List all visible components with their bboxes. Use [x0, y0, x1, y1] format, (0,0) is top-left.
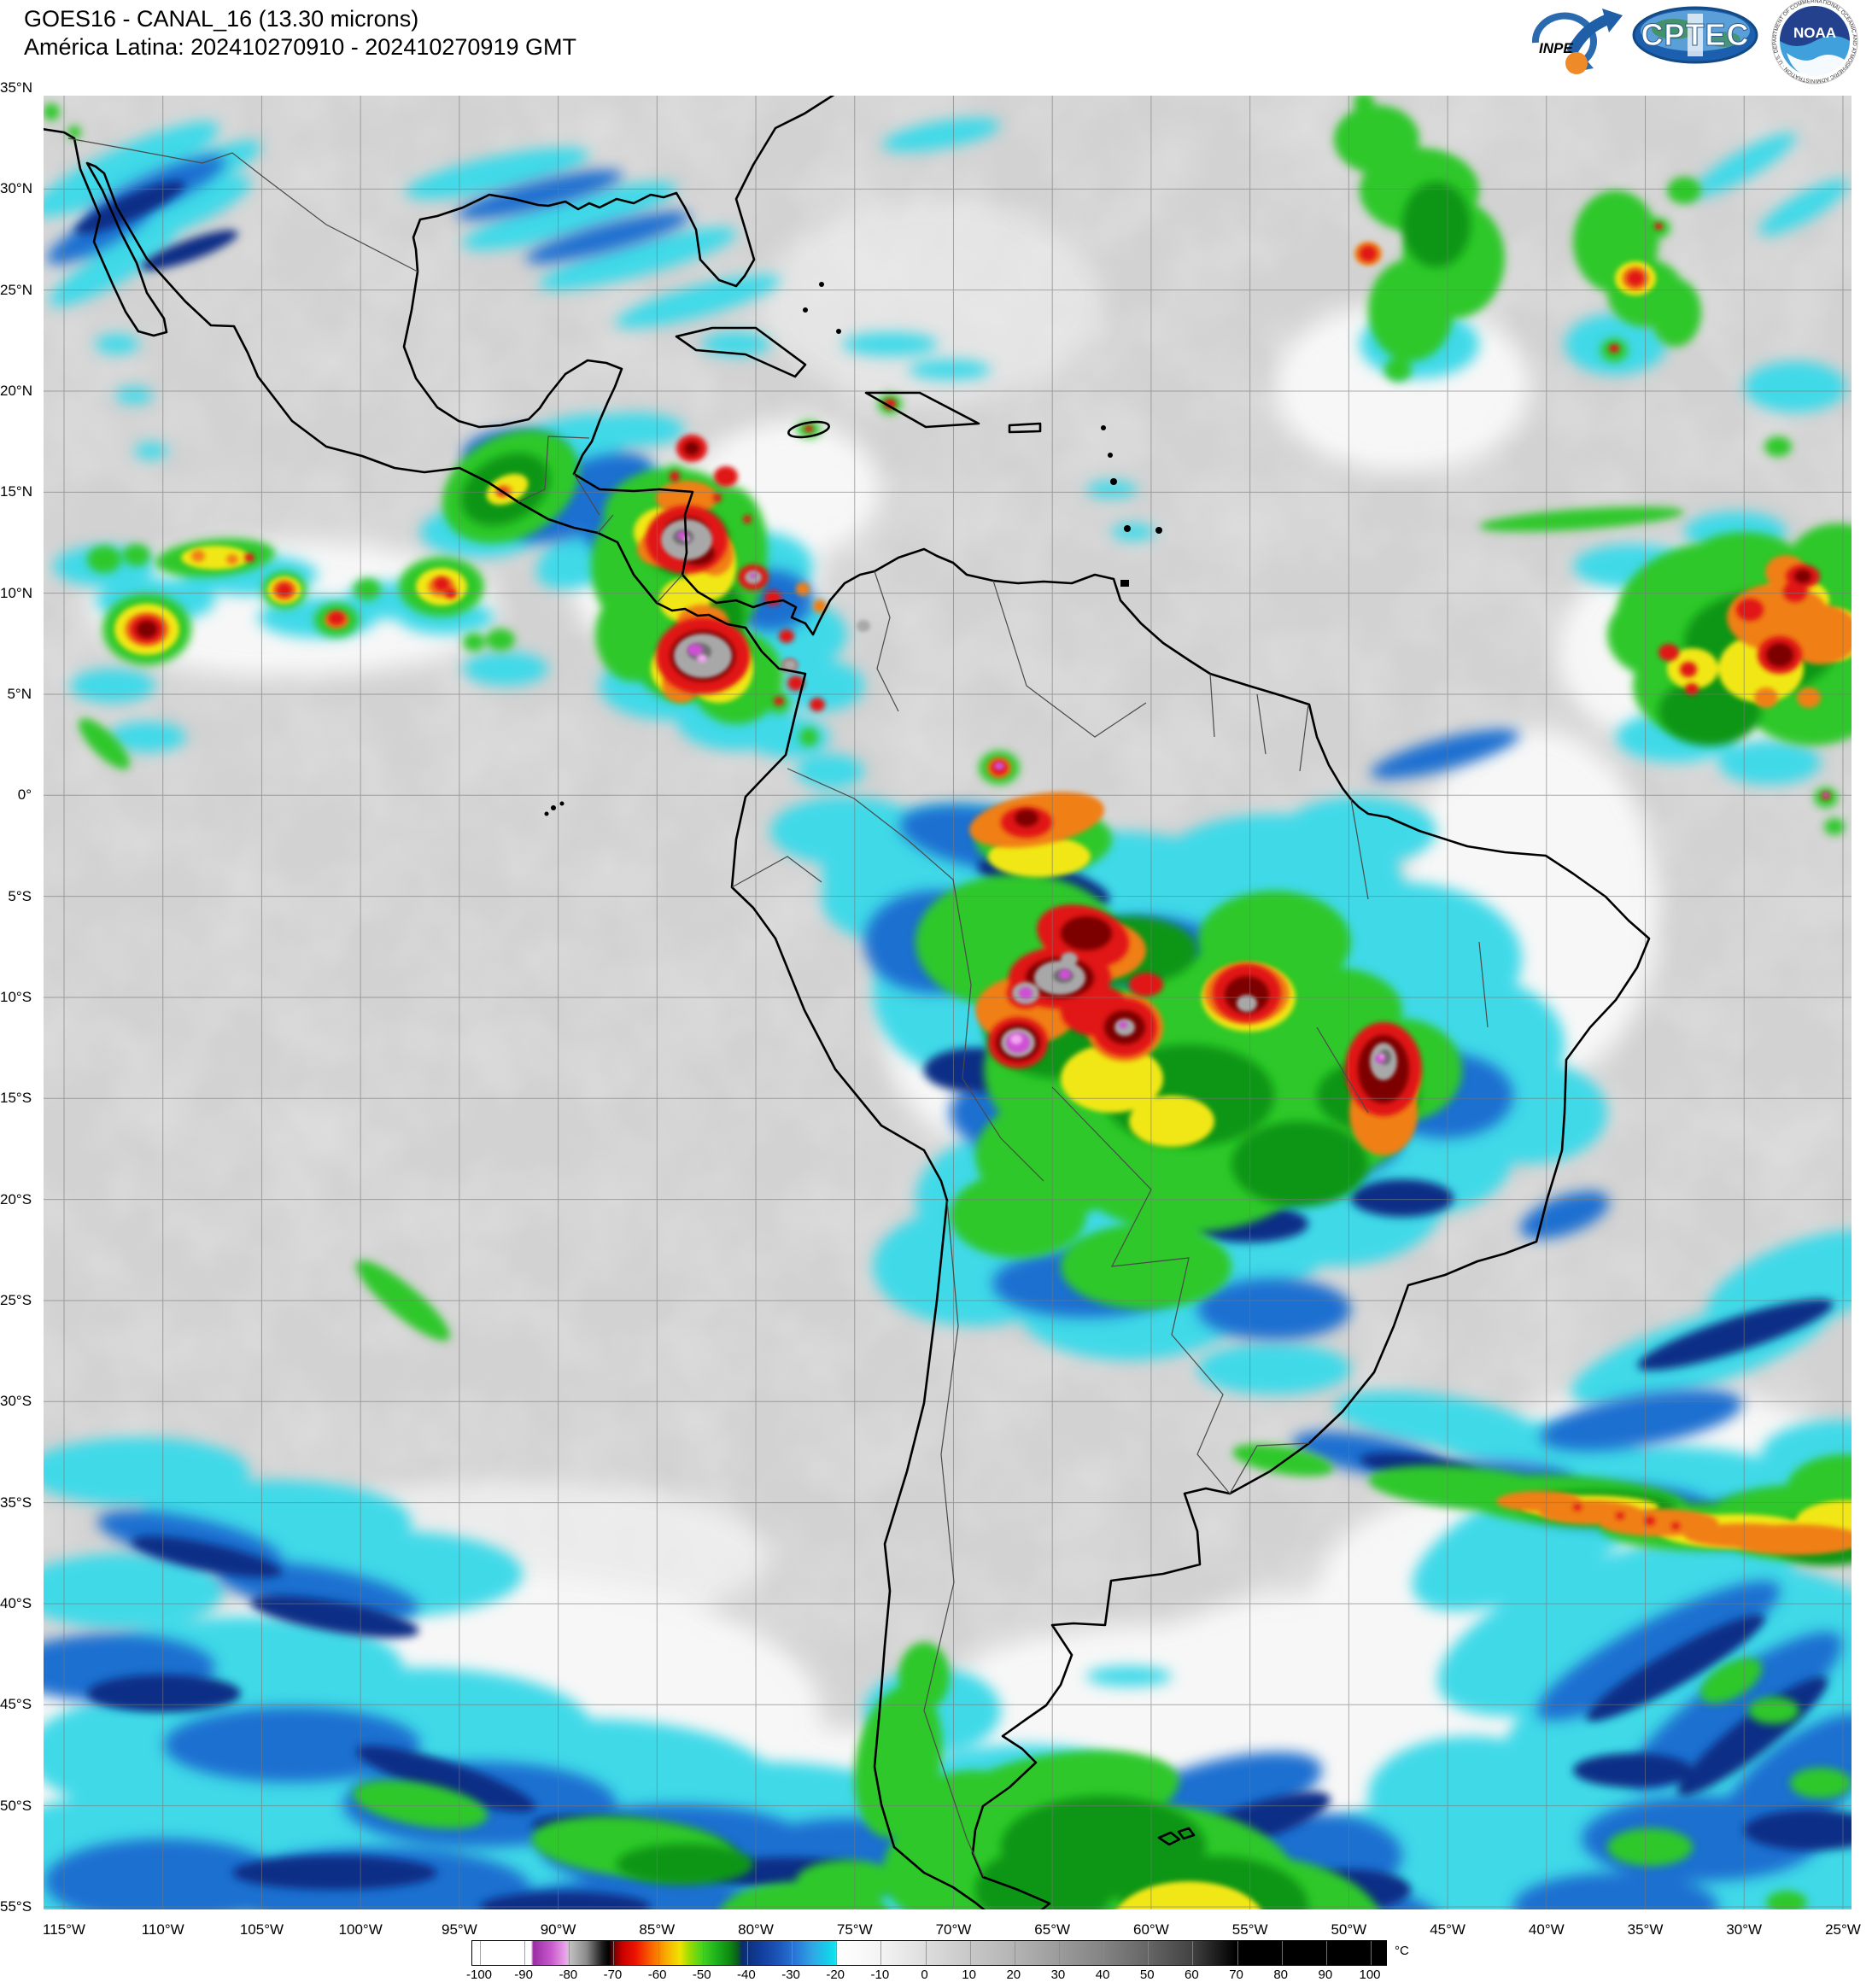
lon-label: 85°W [639, 1921, 676, 1938]
satellite-image [44, 96, 1852, 1909]
lat-label: 20°S [0, 1190, 32, 1207]
lat-label: 50°S [0, 1797, 32, 1814]
colorbar-tick-label: 50 [1139, 1968, 1155, 1982]
colorbar-tick-line [524, 1941, 526, 1965]
lon-label: 25°W [1825, 1921, 1861, 1938]
colorbar-tick-label: 0 [921, 1968, 928, 1982]
colorbar-tick-line [836, 1941, 838, 1965]
lat-label: 5°N [7, 685, 32, 702]
colorbar-tick-label: -20 [826, 1968, 845, 1982]
colorbar-tick-label: -10 [870, 1968, 890, 1982]
colorbar-tick-label: 70 [1229, 1968, 1243, 1982]
colorbar-tick-line [1371, 1941, 1372, 1965]
colorbar-tick-label: -80 [559, 1968, 578, 1982]
lon-label: 30°W [1726, 1921, 1763, 1938]
lon-label: 50°W [1331, 1921, 1367, 1938]
colorbar-tick-line [1325, 1941, 1327, 1965]
colorbar-tick-label: 10 [962, 1968, 976, 1982]
colorbar-tick-label: -40 [737, 1968, 756, 1982]
lon-label: 110°W [141, 1921, 184, 1938]
lat-label: 20°N [0, 382, 32, 399]
colorbar-tick-line [925, 1941, 927, 1965]
lon-label: 45°W [1430, 1921, 1465, 1938]
lat-label: 55°S [0, 1897, 32, 1915]
lat-label: 5°S [8, 887, 32, 904]
cptec-logo-text: CPTEC [1641, 17, 1749, 52]
colorbar-tick-label: -30 [781, 1968, 800, 1982]
lon-label: 90°W [540, 1921, 576, 1938]
colorbar-tick-label: 60 [1185, 1968, 1199, 1982]
colorbar-tick-label: -50 [692, 1968, 711, 1982]
colorbar-tick-label: -70 [603, 1968, 623, 1982]
lon-label: 55°W [1231, 1921, 1268, 1938]
colorbar-ticklines [472, 1941, 1386, 1965]
lon-label: 35°W [1627, 1921, 1664, 1938]
lat-label: 30°S [0, 1393, 32, 1410]
noaa-logo-text: NOAA [1793, 25, 1836, 41]
page-subtitle-timerange: América Latina: 202410270910 - 202410270… [24, 34, 576, 60]
colorbar-tick-line [1148, 1941, 1150, 1965]
lat-label: 40°S [0, 1594, 32, 1611]
colorbar-tick-line [792, 1941, 793, 1965]
lat-label: 45°S [0, 1696, 32, 1713]
lon-label: 100°W [338, 1921, 383, 1938]
satellite-map [36, 88, 1859, 1917]
lon-label: 60°W [1133, 1921, 1169, 1938]
colorbar-tick-line [1192, 1941, 1194, 1965]
lat-label: 15°S [0, 1090, 32, 1107]
colorbar-tick-line [658, 1941, 659, 1965]
lon-label: 80°W [738, 1921, 774, 1938]
colorbar-tick-line [969, 1941, 971, 1965]
colorbar-tick-label: 100 [1359, 1968, 1381, 1982]
lon-label: 40°W [1528, 1921, 1565, 1938]
colorbar-tick-label: 90 [1318, 1968, 1333, 1982]
colorbar-unit: °C [1395, 1944, 1409, 1958]
colorbar-tick-label: -100 [465, 1968, 493, 1982]
colorbar-tick-line [613, 1941, 615, 1965]
lat-label: 15°N [0, 483, 32, 500]
lon-label: 75°W [836, 1921, 873, 1938]
colorbar-tick-line [1103, 1941, 1105, 1965]
lon-label: 105°W [239, 1921, 284, 1938]
inpe-logo: INPE [1531, 9, 1623, 74]
colorbar-tick-line [1281, 1941, 1283, 1965]
colorbar-tick-line [480, 1941, 481, 1965]
graticule-grid [44, 96, 1852, 1909]
lat-label: 30°N [0, 180, 32, 197]
colorbar-tick-line [746, 1941, 748, 1965]
lon-label: 65°W [1034, 1921, 1071, 1938]
colorbar-tick-line [880, 1941, 882, 1965]
lat-label: 35°S [0, 1494, 32, 1511]
colorbar-tick-label: 80 [1273, 1968, 1289, 1982]
page-title: GOES16 - CANAL_16 (13.30 microns) [24, 6, 419, 32]
lat-label: 25°S [0, 1291, 32, 1308]
lat-label: 0° [17, 786, 32, 804]
temperature-colorbar [471, 1940, 1387, 1966]
colorbar-tick-label: -90 [514, 1968, 533, 1982]
colorbar-tick-label: 30 [1050, 1968, 1066, 1982]
lat-label: 10°N [0, 584, 32, 601]
lon-label: 115°W [43, 1921, 85, 1938]
lat-label: 25°N [0, 281, 32, 298]
lat-label: 10°S [0, 988, 32, 1005]
lon-label: 95°W [441, 1921, 477, 1938]
colorbar-tick-line [569, 1941, 570, 1965]
island-dots [544, 282, 1162, 816]
cptec-logo: CPTEC [1632, 6, 1758, 64]
colorbar-tick-line [702, 1941, 704, 1965]
lon-label: 70°W [935, 1921, 972, 1938]
country-borders [67, 137, 1489, 1878]
colorbar-tick-line [1058, 1941, 1060, 1965]
colorbar-tick-label: 40 [1095, 1968, 1110, 1982]
inpe-logo-text: INPE [1539, 40, 1573, 56]
agency-logos: INPE CPTEC NOAA NATIONAL OCEANIC AND ATM… [1520, 0, 1858, 85]
colorbar-tick-line [1237, 1941, 1238, 1965]
colorbar-tick-label: -60 [647, 1968, 667, 1982]
colorbar-tick-label: 20 [1006, 1968, 1021, 1982]
map-content [44, 96, 1852, 1909]
coastlines [44, 96, 1651, 1909]
lat-label: 35°N [0, 79, 32, 96]
